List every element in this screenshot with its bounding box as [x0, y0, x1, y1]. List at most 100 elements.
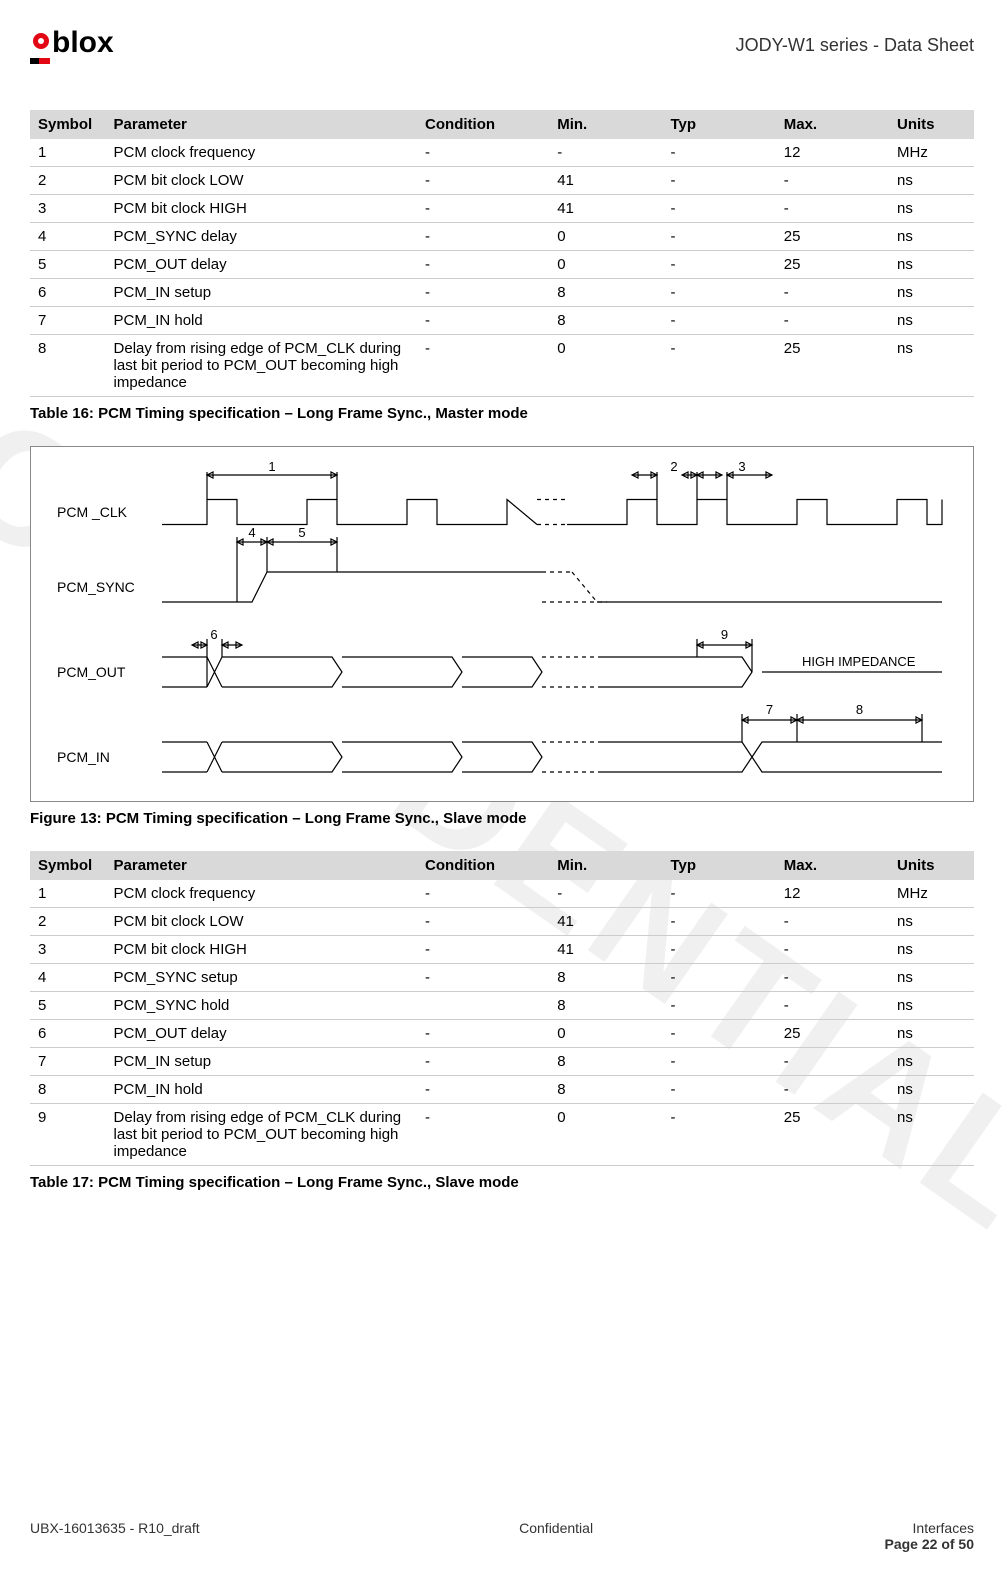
- table16-cell: 0: [549, 335, 662, 397]
- table17-cell: 41: [549, 936, 662, 964]
- table17-cell: -: [417, 1048, 549, 1076]
- table17-cell: 2: [30, 908, 106, 936]
- table17-cell: ns: [889, 1076, 974, 1104]
- table16-cell: 1: [30, 139, 106, 167]
- table17-cell: 1: [30, 880, 106, 908]
- svg-text:PCM_OUT: PCM_OUT: [57, 664, 126, 680]
- table17-cell: PCM_IN setup: [106, 1048, 418, 1076]
- table16-cell: ns: [889, 251, 974, 279]
- table16-col-5: Max.: [776, 110, 889, 139]
- svg-text:HIGH IMPEDANCE: HIGH IMPEDANCE: [802, 654, 916, 669]
- table16-cell: -: [662, 307, 775, 335]
- table-16: SymbolParameterConditionMin.TypMax.Units…: [30, 110, 974, 397]
- table17-cell: -: [662, 936, 775, 964]
- table17-cell: PCM bit clock LOW: [106, 908, 418, 936]
- table17-cell: -: [417, 936, 549, 964]
- table-row: 4PCM_SYNC setup-8--ns: [30, 964, 974, 992]
- table17-cell: ns: [889, 908, 974, 936]
- doc-title: JODY-W1 series - Data Sheet: [736, 35, 974, 56]
- footer-left: UBX-16013635 - R10_draft: [30, 1520, 200, 1536]
- table16-cell: -: [776, 195, 889, 223]
- table17-col-2: Condition: [417, 851, 549, 880]
- figure-13-diagram: PCM _CLK123PCM_SYNC45PCM_OUTHIGH IMPEDAN…: [30, 446, 974, 802]
- table17-cell: 8: [549, 1048, 662, 1076]
- table17-col-5: Max.: [776, 851, 889, 880]
- table16-cell: ns: [889, 167, 974, 195]
- table17-cell: -: [662, 1076, 775, 1104]
- table17-cell: ns: [889, 964, 974, 992]
- table17-cell: PCM clock frequency: [106, 880, 418, 908]
- table16-cell: 3: [30, 195, 106, 223]
- table17-cell: -: [549, 880, 662, 908]
- table16-cell: -: [662, 139, 775, 167]
- svg-text:5: 5: [298, 525, 305, 540]
- table-17-caption: Table 17: PCM Timing specification – Lon…: [30, 1174, 974, 1191]
- table-row: 2PCM bit clock LOW-41--ns: [30, 167, 974, 195]
- table17-cell: 4: [30, 964, 106, 992]
- table17-cell: -: [776, 992, 889, 1020]
- svg-text:PCM_SYNC: PCM_SYNC: [57, 579, 135, 595]
- table17-col-6: Units: [889, 851, 974, 880]
- table17-cell: 7: [30, 1048, 106, 1076]
- footer-right: Interfaces: [913, 1520, 974, 1536]
- table17-cell: PCM_SYNC hold: [106, 992, 418, 1020]
- table-16-caption: Table 16: PCM Timing specification – Lon…: [30, 405, 974, 422]
- table17-cell: 0: [549, 1104, 662, 1166]
- svg-text:7: 7: [766, 702, 773, 717]
- table17-cell: 3: [30, 936, 106, 964]
- table17-col-3: Min.: [549, 851, 662, 880]
- table-row: 7PCM_IN hold-8--ns: [30, 307, 974, 335]
- table17-cell: ns: [889, 1048, 974, 1076]
- table16-cell: PCM_SYNC delay: [106, 223, 418, 251]
- table16-cell: -: [662, 251, 775, 279]
- table16-cell: 41: [549, 195, 662, 223]
- table16-cell: 12: [776, 139, 889, 167]
- table17-cell: PCM_IN hold: [106, 1076, 418, 1104]
- ublox-logo: blox: [30, 20, 170, 70]
- table17-cell: 8: [549, 1076, 662, 1104]
- table16-cell: MHz: [889, 139, 974, 167]
- table-row: 8Delay from rising edge of PCM_CLK durin…: [30, 335, 974, 397]
- table16-col-4: Typ: [662, 110, 775, 139]
- table16-cell: ns: [889, 307, 974, 335]
- svg-text:3: 3: [738, 459, 745, 474]
- table17-col-4: Typ: [662, 851, 775, 880]
- table17-cell: -: [662, 908, 775, 936]
- table16-cell: 2: [30, 167, 106, 195]
- table-row: 7PCM_IN setup-8--ns: [30, 1048, 974, 1076]
- table16-cell: 25: [776, 335, 889, 397]
- table17-cell: -: [662, 1104, 775, 1166]
- svg-text:1: 1: [268, 459, 275, 474]
- table17-cell: PCM_OUT delay: [106, 1020, 418, 1048]
- table16-col-2: Condition: [417, 110, 549, 139]
- table16-cell: 6: [30, 279, 106, 307]
- table17-col-1: Parameter: [106, 851, 418, 880]
- table17-cell: ns: [889, 936, 974, 964]
- table-row: 3PCM bit clock HIGH-41--ns: [30, 936, 974, 964]
- table17-cell: ns: [889, 1104, 974, 1166]
- table17-cell: 9: [30, 1104, 106, 1166]
- table16-cell: -: [662, 195, 775, 223]
- table16-cell: 25: [776, 251, 889, 279]
- page-footer: UBX-16013635 - R10_draft Confidential In…: [30, 1520, 974, 1552]
- table17-cell: -: [417, 1020, 549, 1048]
- table16-cell: -: [417, 139, 549, 167]
- table-17: SymbolParameterConditionMin.TypMax.Units…: [30, 851, 974, 1166]
- table16-cell: -: [776, 167, 889, 195]
- table-row: 5PCM_OUT delay-0-25ns: [30, 251, 974, 279]
- table16-cell: 8: [30, 335, 106, 397]
- table17-cell: -: [417, 1076, 549, 1104]
- svg-text:4: 4: [248, 525, 255, 540]
- table17-cell: -: [417, 1104, 549, 1166]
- table16-cell: 0: [549, 251, 662, 279]
- table17-col-0: Symbol: [30, 851, 106, 880]
- svg-text:blox: blox: [52, 26, 114, 59]
- table16-cell: PCM clock frequency: [106, 139, 418, 167]
- table16-cell: -: [662, 167, 775, 195]
- footer-page: Page 22 of 50: [885, 1536, 975, 1552]
- table17-cell: -: [662, 1048, 775, 1076]
- table16-cell: -: [662, 279, 775, 307]
- table17-cell: -: [662, 992, 775, 1020]
- footer-center: Confidential: [519, 1520, 593, 1536]
- table16-cell: 7: [30, 307, 106, 335]
